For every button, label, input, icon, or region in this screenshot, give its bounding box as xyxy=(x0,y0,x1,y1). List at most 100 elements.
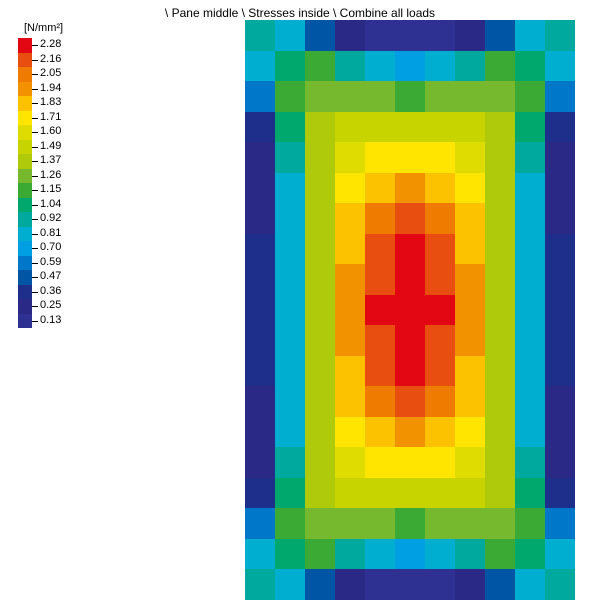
legend-segment xyxy=(18,314,32,329)
heatmap-cell xyxy=(365,51,395,82)
heatmap-cell xyxy=(545,234,575,265)
heatmap-cell xyxy=(305,569,335,600)
heatmap-cell xyxy=(245,264,275,295)
heatmap-cell xyxy=(545,508,575,539)
heatmap-cell xyxy=(545,112,575,143)
heatmap-cell xyxy=(305,264,335,295)
heatmap-cell xyxy=(245,112,275,143)
legend-label: 1.60 xyxy=(40,125,61,137)
heatmap-cell xyxy=(515,51,545,82)
heatmap-cell xyxy=(305,81,335,112)
heatmap-cell xyxy=(485,325,515,356)
heatmap-cell xyxy=(365,142,395,173)
legend-label: 0.47 xyxy=(40,270,61,282)
heatmap-cell xyxy=(485,569,515,600)
heatmap-cell xyxy=(275,81,305,112)
heatmap-cell xyxy=(395,173,425,204)
heatmap-cell xyxy=(365,112,395,143)
heatmap-cell xyxy=(425,51,455,82)
heatmap-cell xyxy=(365,478,395,509)
heatmap-cell xyxy=(545,203,575,234)
heatmap-cell xyxy=(455,478,485,509)
heatmap-cell xyxy=(245,508,275,539)
heatmap-cell xyxy=(515,20,545,51)
legend-segment xyxy=(18,53,32,68)
heatmap-cell xyxy=(305,386,335,417)
legend-tick xyxy=(32,205,38,206)
legend-segment xyxy=(18,169,32,184)
heatmap-cell xyxy=(515,264,545,295)
heatmap-cell xyxy=(275,539,305,570)
heatmap-cell xyxy=(275,234,305,265)
heatmap-cell xyxy=(485,539,515,570)
heatmap-cell xyxy=(335,173,365,204)
heatmap-cell xyxy=(305,51,335,82)
heatmap-cell xyxy=(275,325,305,356)
heatmap-cell xyxy=(425,417,455,448)
heatmap-cell xyxy=(455,20,485,51)
heatmap-cell xyxy=(245,478,275,509)
heatmap-cell xyxy=(485,51,515,82)
legend-label: 1.49 xyxy=(40,140,61,152)
heatmap-cell xyxy=(335,112,365,143)
heatmap-cell xyxy=(275,508,305,539)
heatmap-cell xyxy=(425,173,455,204)
heatmap-cell xyxy=(485,356,515,387)
heatmap-cell xyxy=(305,295,335,326)
heatmap-cell xyxy=(515,112,545,143)
heatmap-cell xyxy=(455,142,485,173)
heatmap-cell xyxy=(305,508,335,539)
legend-tick xyxy=(32,277,38,278)
heatmap-cell xyxy=(485,417,515,448)
heatmap-cell xyxy=(395,417,425,448)
heatmap-cell xyxy=(275,417,305,448)
heatmap-cell xyxy=(245,203,275,234)
heatmap-cell xyxy=(275,478,305,509)
heatmap-cell xyxy=(365,417,395,448)
heatmap-cell xyxy=(335,203,365,234)
heatmap-cell xyxy=(485,20,515,51)
heatmap-cell xyxy=(365,234,395,265)
legend-label: 0.13 xyxy=(40,314,61,326)
heatmap-cell xyxy=(515,478,545,509)
heatmap-cell xyxy=(305,142,335,173)
heatmap-cell xyxy=(515,325,545,356)
legend-segment xyxy=(18,67,32,82)
heatmap-cell xyxy=(335,20,365,51)
legend-segment xyxy=(18,82,32,97)
heatmap-cell xyxy=(545,20,575,51)
heatmap-cell xyxy=(455,234,485,265)
heatmap-cell xyxy=(305,447,335,478)
legend-tick xyxy=(32,132,38,133)
heatmap-cell xyxy=(425,20,455,51)
heatmap-cell xyxy=(365,539,395,570)
heatmap-cell xyxy=(485,478,515,509)
heatmap-cell xyxy=(515,234,545,265)
heatmap-cell xyxy=(395,51,425,82)
heatmap-cell xyxy=(545,142,575,173)
legend-tick xyxy=(32,306,38,307)
heatmap-cell xyxy=(425,508,455,539)
heatmap-cell xyxy=(515,173,545,204)
heatmap-cell xyxy=(335,81,365,112)
heatmap-cell xyxy=(455,417,485,448)
legend-unit-label: [N/mm²] xyxy=(24,22,63,34)
heatmap-cell xyxy=(425,478,455,509)
heatmap-cell xyxy=(485,234,515,265)
heatmap-cell xyxy=(305,20,335,51)
legend-label: 2.05 xyxy=(40,67,61,79)
heatmap-cell xyxy=(485,173,515,204)
legend-tick xyxy=(32,176,38,177)
heatmap-cell xyxy=(365,81,395,112)
heatmap-cell xyxy=(335,508,365,539)
heatmap-cell xyxy=(245,417,275,448)
heatmap-cell xyxy=(335,295,365,326)
heatmap-cell xyxy=(425,112,455,143)
heatmap-cell xyxy=(485,508,515,539)
heatmap-cell xyxy=(425,295,455,326)
heatmap-cell xyxy=(245,142,275,173)
heatmap-cell xyxy=(425,203,455,234)
heatmap-cell xyxy=(245,234,275,265)
legend-label: 0.92 xyxy=(40,212,61,224)
heatmap-cell xyxy=(275,142,305,173)
